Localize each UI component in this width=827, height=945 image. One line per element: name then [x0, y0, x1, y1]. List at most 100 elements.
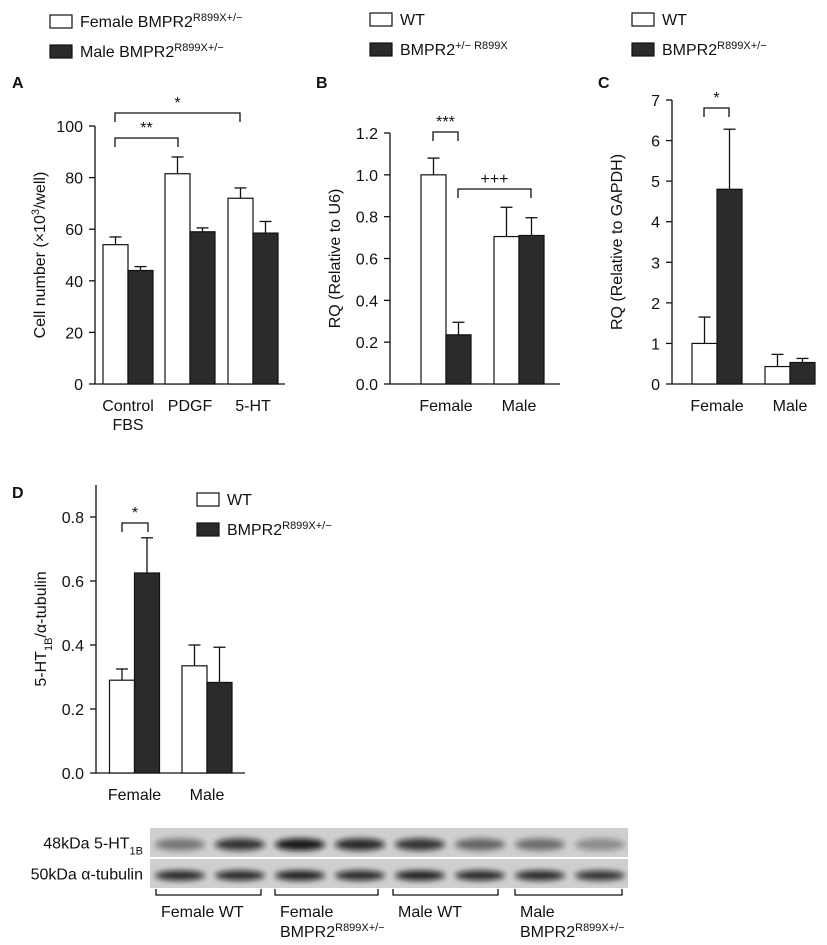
lane-group-label: BMPR2R899X+/− — [280, 922, 385, 941]
y-tick-label: 0.2 — [356, 335, 378, 352]
y-tick-label: 2 — [651, 296, 660, 313]
bar — [102, 244, 129, 385]
lane-bracket — [274, 889, 379, 896]
error-bar — [259, 220, 272, 234]
text-part: R899X+/− — [282, 520, 332, 532]
legend-swatch — [631, 42, 655, 57]
blot-band — [395, 870, 445, 881]
text-part: 48kDa 5-HT — [43, 836, 129, 853]
significance-bracket — [121, 522, 149, 532]
y-tick-label: 100 — [56, 119, 83, 136]
text-part: 1B — [130, 846, 143, 858]
x-tick-label: Male — [773, 398, 808, 415]
text-part: /well) — [32, 172, 49, 209]
y-tick-label: 40 — [65, 274, 83, 291]
legend-label: BMPR2+/− R899X — [400, 40, 508, 59]
x-tick-label: Male — [190, 787, 225, 804]
significance-label: *** — [436, 114, 455, 131]
text-part: R899X+/− — [575, 922, 625, 934]
text-line: FBS — [112, 417, 143, 434]
text-part: RQ (Relative to U6) — [327, 189, 344, 329]
y-axis-label: RQ (Relative to U6) — [327, 189, 344, 329]
significance-label: * — [174, 95, 180, 112]
significance-bracket — [703, 107, 730, 117]
legend-swatch — [196, 492, 220, 507]
bar — [189, 231, 216, 385]
significance-bracket — [457, 188, 532, 198]
blot-band — [455, 870, 505, 881]
y-tick-label: 0 — [651, 377, 660, 394]
y-tick-label: 0.4 — [62, 638, 84, 655]
blot-row-label: 48kDa 5-HT1B — [43, 836, 143, 858]
error-bar — [234, 187, 247, 199]
legend-label: WT — [662, 12, 687, 29]
bar — [206, 681, 233, 774]
significance-label: * — [713, 90, 719, 107]
lane-bracket — [155, 889, 262, 896]
text-line: Control — [102, 398, 154, 415]
text-part: 3 — [30, 209, 42, 215]
y-tick-label: 0.8 — [62, 510, 84, 527]
y-tick-label: 0.8 — [356, 210, 378, 227]
text-part: WT — [400, 12, 425, 29]
bar — [789, 361, 816, 385]
panel-label: B — [316, 75, 328, 92]
legend-label: Female BMPR2R899X+/− — [80, 12, 242, 31]
text-part: 1B — [43, 638, 55, 651]
legend-swatch — [631, 12, 655, 27]
y-axis-label: RQ (Relative to GAPDH) — [609, 154, 626, 330]
y-tick-label: 0.6 — [62, 574, 84, 591]
x-tick-label: Male — [502, 398, 537, 415]
error-bar — [141, 537, 153, 573]
legend-label: WT — [227, 492, 252, 509]
x-tick-label: Female — [690, 398, 743, 415]
significance-bracket — [432, 131, 459, 141]
y-tick-label: 0.6 — [356, 252, 378, 269]
bar — [420, 174, 447, 385]
bar — [181, 665, 208, 774]
lane-bracket — [514, 889, 623, 896]
blot-band — [155, 838, 205, 851]
bar — [691, 342, 718, 385]
significance-label: +++ — [480, 171, 508, 188]
y-tick-label: 0.0 — [62, 766, 84, 783]
blot-band — [395, 838, 445, 851]
blot-row-label: 50kDa α-tubulin — [31, 867, 143, 884]
error-bar — [452, 321, 465, 335]
bar — [133, 572, 161, 774]
error-bar — [698, 316, 711, 344]
error-bar — [196, 227, 209, 232]
blot-band — [335, 870, 385, 881]
error-bar — [188, 644, 201, 666]
legend-swatch — [49, 44, 73, 59]
legend-label: WT — [400, 12, 425, 29]
panel-label: D — [12, 485, 24, 502]
lane-group-label: Male — [520, 904, 555, 921]
blot-band — [455, 838, 505, 851]
error-bar — [796, 357, 809, 363]
text-part: RQ (Relative to GAPDH) — [609, 154, 626, 330]
bar — [518, 234, 545, 385]
error-bar — [427, 157, 440, 175]
significance-bracket — [114, 137, 179, 147]
text-part: 50kDa α-tubulin — [31, 867, 143, 884]
text-part: Cell number (×10 — [32, 215, 49, 338]
x-tick-label: 5-HT — [235, 398, 271, 415]
error-bar — [723, 128, 736, 190]
legend-swatch — [196, 522, 220, 537]
text-part: Male BMPR2 — [80, 44, 174, 61]
significance-label: ** — [140, 120, 152, 137]
x-tick-label: PDGF — [168, 398, 213, 415]
lane-group-label: BMPR2R899X+/− — [520, 922, 625, 941]
text-part: WT — [227, 492, 252, 509]
y-tick-label: 3 — [651, 255, 660, 272]
significance-bracket — [114, 112, 241, 122]
blot-band — [215, 870, 265, 881]
legend-label: BMPR2R899X+/− — [227, 520, 332, 539]
bar — [127, 269, 154, 385]
error-bar — [171, 156, 184, 174]
blot-band — [575, 838, 625, 851]
panel-label: A — [12, 75, 24, 92]
y-tick-label: 7 — [651, 93, 660, 110]
lane-group-label: Female WT — [161, 904, 244, 921]
